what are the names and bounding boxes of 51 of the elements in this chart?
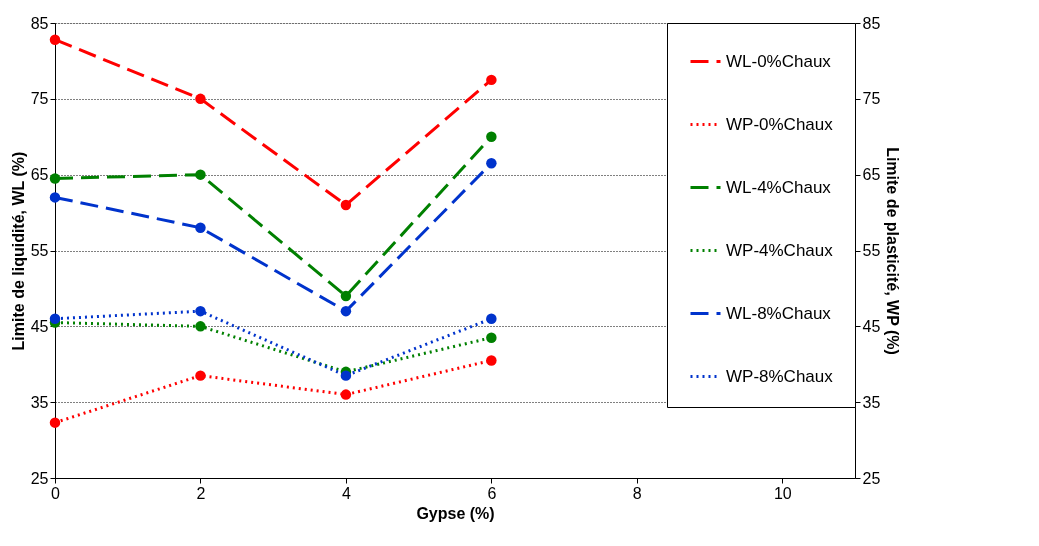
point xyxy=(486,355,497,366)
x-tick-label: 8 xyxy=(632,484,642,502)
y-tick-label: 35 xyxy=(30,393,49,411)
y2-tick-label: 65 xyxy=(862,166,881,184)
y-tick-label: 85 xyxy=(30,14,49,32)
point xyxy=(195,222,206,233)
point xyxy=(340,305,352,317)
point xyxy=(195,93,206,105)
point xyxy=(195,305,206,317)
point xyxy=(195,169,206,180)
point xyxy=(486,332,497,343)
point xyxy=(340,199,352,211)
legend-label: WP-0%Chaux xyxy=(726,114,834,134)
point xyxy=(486,74,497,86)
x-tick-label: 10 xyxy=(773,484,792,502)
point xyxy=(340,389,352,400)
legend-label: WP-4%Chaux xyxy=(726,240,834,260)
legend-label: WL-8%Chaux xyxy=(726,303,832,323)
point xyxy=(49,173,61,184)
point xyxy=(486,313,497,324)
y2-tick-label: 35 xyxy=(862,393,881,411)
y-axis-title: Limite de liquidité, WL (%) xyxy=(9,151,27,351)
x-tick-label: 2 xyxy=(196,484,206,502)
point xyxy=(49,192,61,203)
y2-tick-label: 85 xyxy=(862,14,881,32)
point xyxy=(340,290,352,302)
legend-label: WL-0%Chaux xyxy=(726,51,832,71)
y-tick-label: 75 xyxy=(30,90,49,108)
y2-tick-label: 55 xyxy=(862,242,881,259)
point xyxy=(486,131,497,142)
point xyxy=(49,313,61,324)
point xyxy=(340,370,352,381)
legend-label: WP-8%Chaux xyxy=(726,366,834,386)
y2-axis-title: Limite de plasticité, WP (%) xyxy=(884,147,902,355)
y-tick-label: 45 xyxy=(30,317,49,335)
y2-tick-label: 75 xyxy=(862,90,881,108)
point xyxy=(195,321,206,332)
legend-label: WL-4%Chaux xyxy=(726,177,832,197)
x-tick-label: 0 xyxy=(51,484,61,502)
y-tick-label: 55 xyxy=(30,242,49,259)
y-tick-label: 65 xyxy=(30,166,49,184)
x-tick-label: 4 xyxy=(341,484,351,502)
y2-tick-label: 45 xyxy=(862,317,881,335)
y-tick-label: 25 xyxy=(30,469,49,487)
point xyxy=(49,34,61,45)
point xyxy=(195,370,206,381)
y2-tick-label: 25 xyxy=(862,469,881,487)
point xyxy=(486,158,497,169)
x-axis-title: Gypse (%) xyxy=(416,504,495,522)
x-tick-label: 6 xyxy=(487,484,497,502)
point xyxy=(49,417,61,428)
